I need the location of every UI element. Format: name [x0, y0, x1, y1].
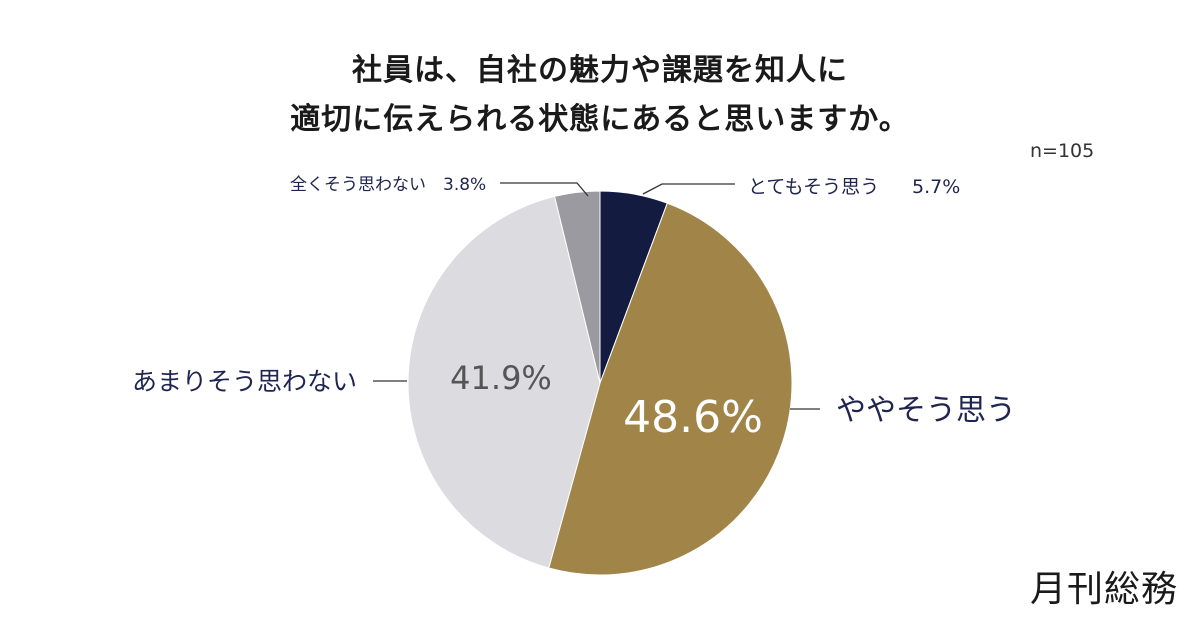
brand-logo: 月刊総務 — [1030, 569, 1179, 610]
label-amari: あまりそう思わない — [132, 367, 357, 396]
value-label-yaya: 48.6% — [623, 392, 763, 443]
leader-line-mattaku — [500, 182, 589, 197]
sample-size-label: n=105 — [1030, 140, 1095, 162]
slice-amari — [407, 195, 601, 569]
chart-title-line-2: 適切に伝えられる状態にあると思いますか。 — [290, 102, 910, 137]
value-label-mattaku: 3.8% — [443, 175, 486, 195]
label-totemo: とてもそう思う — [748, 176, 879, 198]
label-mattaku: 全くそう思わない — [290, 175, 426, 195]
value-label-amari: 41.9% — [450, 359, 552, 397]
leader-line-totemo — [642, 183, 735, 195]
label-yaya: ややそう思う — [836, 393, 1016, 428]
pie-slices — [407, 190, 793, 576]
slice-mattaku — [553, 190, 601, 384]
chart-title-line-1: 社員は、自社の魅力や課題を知人に — [352, 53, 848, 88]
slice-yaya — [548, 202, 793, 576]
value-label-totemo: 5.7% — [912, 176, 960, 198]
